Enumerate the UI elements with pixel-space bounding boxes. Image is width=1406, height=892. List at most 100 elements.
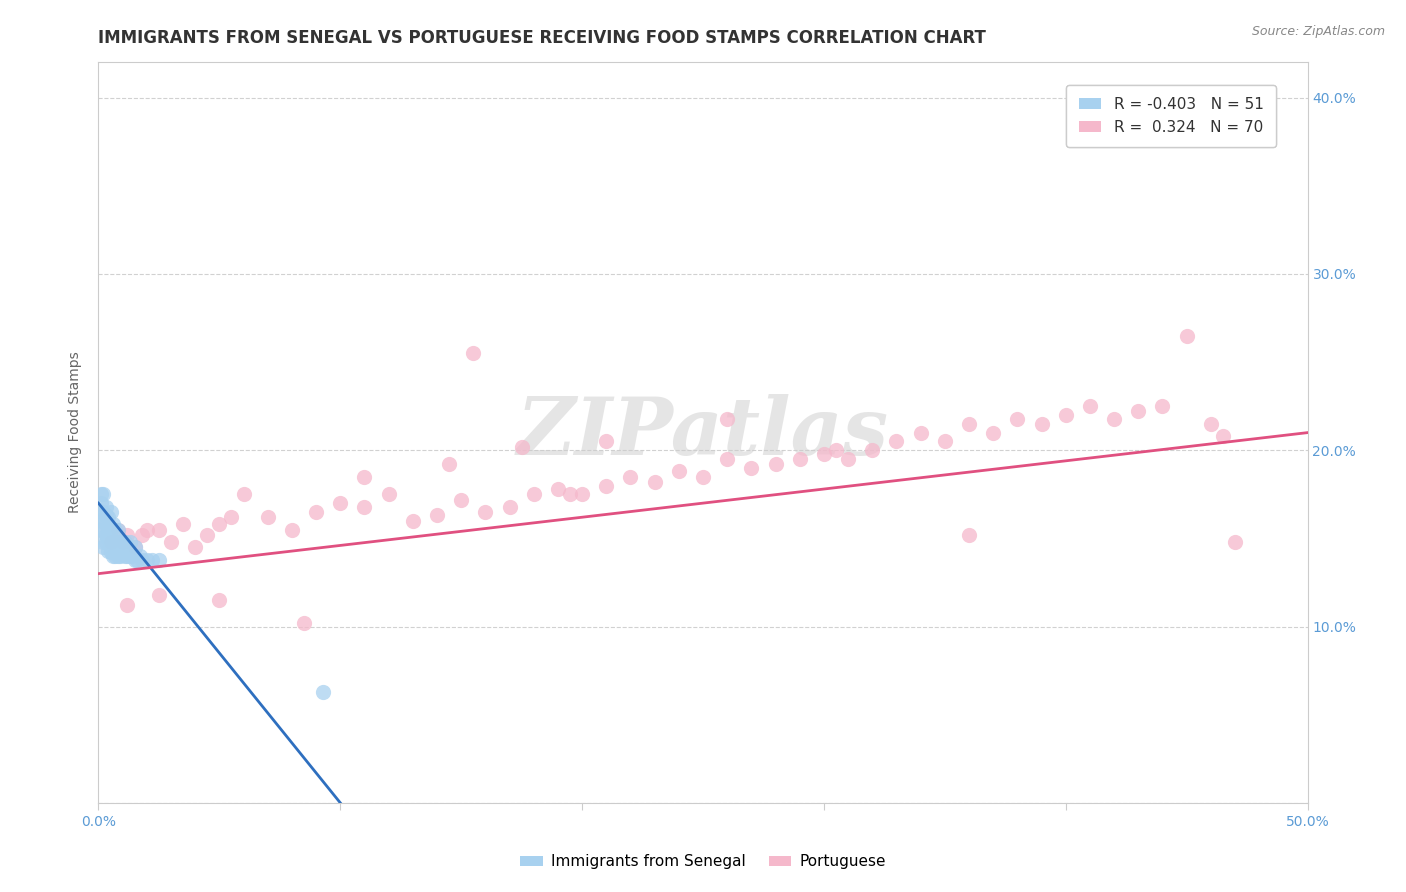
Legend: R = -0.403   N = 51, R =  0.324   N = 70: R = -0.403 N = 51, R = 0.324 N = 70 bbox=[1066, 85, 1275, 147]
Point bbox=[90, 496, 112, 510]
Point bbox=[1223, 535, 1246, 549]
Point bbox=[450, 492, 472, 507]
Point bbox=[716, 452, 738, 467]
Point bbox=[118, 535, 141, 549]
Text: ZIPatlas: ZIPatlas bbox=[517, 394, 889, 471]
Point bbox=[101, 517, 124, 532]
Point bbox=[135, 552, 157, 566]
Point bbox=[97, 532, 120, 546]
Point bbox=[208, 517, 231, 532]
Point bbox=[789, 452, 811, 467]
Point bbox=[104, 549, 127, 563]
Point bbox=[148, 523, 170, 537]
Point bbox=[97, 543, 120, 558]
Point bbox=[716, 411, 738, 425]
Point bbox=[256, 510, 278, 524]
Point bbox=[117, 528, 139, 542]
Point bbox=[131, 552, 153, 566]
Point bbox=[1078, 399, 1101, 413]
Point bbox=[108, 549, 131, 563]
Point bbox=[510, 440, 533, 454]
Point bbox=[94, 528, 117, 542]
Point bbox=[127, 552, 149, 566]
Point bbox=[114, 535, 136, 549]
Point bbox=[934, 434, 956, 449]
Point bbox=[886, 434, 908, 449]
Point bbox=[101, 535, 124, 549]
Point bbox=[100, 523, 122, 537]
Point bbox=[910, 425, 932, 440]
Point bbox=[107, 523, 129, 537]
Point bbox=[148, 552, 170, 566]
Point bbox=[426, 508, 449, 523]
Point bbox=[221, 510, 243, 524]
Point bbox=[1054, 408, 1077, 422]
Point bbox=[94, 535, 117, 549]
Point bbox=[1212, 429, 1234, 443]
Point bbox=[208, 593, 231, 607]
Point bbox=[1152, 399, 1174, 413]
Point bbox=[104, 523, 127, 537]
Point bbox=[195, 528, 218, 542]
Point bbox=[97, 523, 120, 537]
Point bbox=[981, 425, 1004, 440]
Point bbox=[1128, 404, 1150, 418]
Point bbox=[860, 443, 883, 458]
Point bbox=[595, 434, 617, 449]
Point bbox=[100, 535, 122, 549]
Point bbox=[104, 535, 127, 549]
Point bbox=[402, 514, 425, 528]
Point bbox=[94, 517, 117, 532]
Point bbox=[1007, 411, 1029, 425]
Point bbox=[172, 517, 194, 532]
Point bbox=[141, 552, 163, 566]
Point bbox=[135, 523, 157, 537]
Point bbox=[111, 535, 134, 549]
Point bbox=[94, 500, 117, 514]
Point bbox=[1199, 417, 1222, 431]
Point bbox=[558, 487, 581, 501]
Point bbox=[111, 545, 134, 559]
Point bbox=[329, 496, 352, 510]
Point bbox=[118, 549, 141, 563]
Point bbox=[957, 528, 980, 542]
Point bbox=[437, 458, 460, 472]
Point bbox=[90, 487, 112, 501]
Point bbox=[148, 588, 170, 602]
Point bbox=[101, 549, 124, 563]
Text: Source: ZipAtlas.com: Source: ZipAtlas.com bbox=[1251, 25, 1385, 38]
Point bbox=[1175, 328, 1198, 343]
Point bbox=[107, 523, 129, 537]
Point bbox=[100, 545, 122, 559]
Point bbox=[108, 535, 131, 549]
Point bbox=[91, 505, 114, 519]
Point bbox=[184, 540, 207, 554]
Point bbox=[312, 685, 335, 699]
Point bbox=[281, 523, 304, 537]
Point bbox=[107, 535, 129, 549]
Point bbox=[232, 487, 254, 501]
Text: IMMIGRANTS FROM SENEGAL VS PORTUGUESE RECEIVING FOOD STAMPS CORRELATION CHART: IMMIGRANTS FROM SENEGAL VS PORTUGUESE RE… bbox=[98, 29, 986, 47]
Point bbox=[128, 549, 150, 563]
Point bbox=[813, 447, 835, 461]
Point bbox=[837, 452, 859, 467]
Point bbox=[644, 475, 666, 489]
Point bbox=[547, 482, 569, 496]
Point bbox=[957, 417, 980, 431]
Point bbox=[124, 552, 146, 566]
Point bbox=[463, 346, 485, 360]
Point bbox=[107, 549, 129, 563]
Point bbox=[100, 535, 122, 549]
Legend: Immigrants from Senegal, Portuguese: Immigrants from Senegal, Portuguese bbox=[515, 848, 891, 875]
Point bbox=[523, 487, 546, 501]
Point bbox=[111, 535, 134, 549]
Point bbox=[292, 615, 315, 630]
Point bbox=[765, 458, 787, 472]
Point bbox=[91, 514, 114, 528]
Point bbox=[740, 461, 762, 475]
Point bbox=[121, 549, 143, 563]
Point bbox=[91, 523, 114, 537]
Point bbox=[668, 464, 690, 478]
Point bbox=[97, 510, 120, 524]
Point bbox=[825, 443, 848, 458]
